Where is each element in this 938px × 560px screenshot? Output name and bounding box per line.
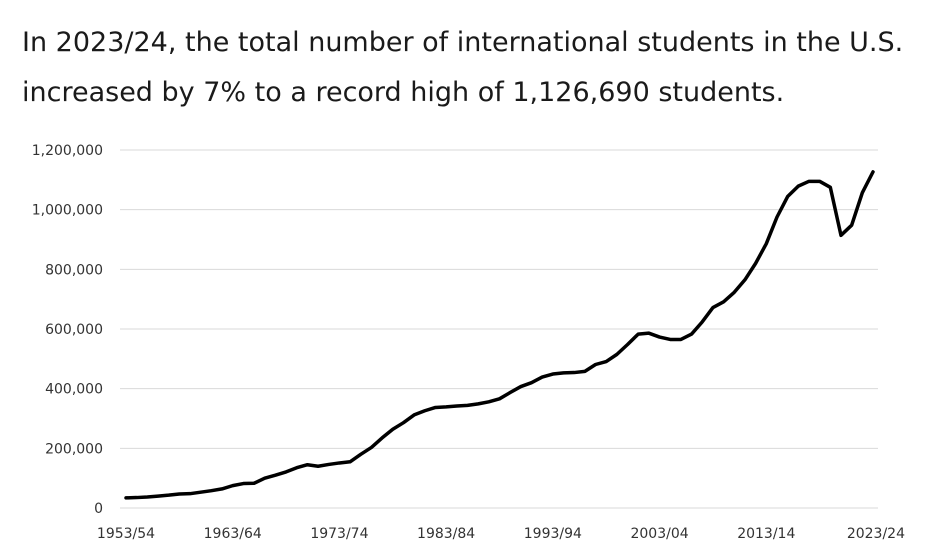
x-tick-label: 1973/74 <box>310 526 368 542</box>
x-tick-label: 2023/24 <box>847 526 905 542</box>
gridlines <box>120 149 878 509</box>
y-tick-label: 600,000 <box>45 322 103 338</box>
x-tick-label: 2003/04 <box>630 526 688 542</box>
y-tick-label: 1,200,000 <box>32 143 103 159</box>
x-tick-label: 1983/84 <box>417 526 475 542</box>
y-tick-label: 1,000,000 <box>32 203 103 219</box>
x-tick-label: 1963/64 <box>204 526 262 542</box>
x-tick-label: 1993/94 <box>524 526 582 542</box>
series-layer <box>124 170 875 500</box>
chart-title: In 2023/24, the total number of internat… <box>22 27 904 108</box>
x-tick-label: 2013/14 <box>737 526 795 542</box>
y-tick-label: 400,000 <box>45 382 103 398</box>
x-tick-label: 1953/54 <box>97 526 155 542</box>
y-tick-label: 800,000 <box>45 262 103 278</box>
x-axis-tick-labels: 1953/54 1963/64 1973/74 1983/84 1993/94 2003/… <box>97 526 905 542</box>
series-line <box>124 170 875 500</box>
y-axis-tick-labels: 0 200,000 400,000 600,000 800,000 1,000,000 1,… <box>32 143 103 517</box>
y-tick-label: 200,000 <box>45 441 103 457</box>
y-tick-label: 0 <box>94 501 103 517</box>
